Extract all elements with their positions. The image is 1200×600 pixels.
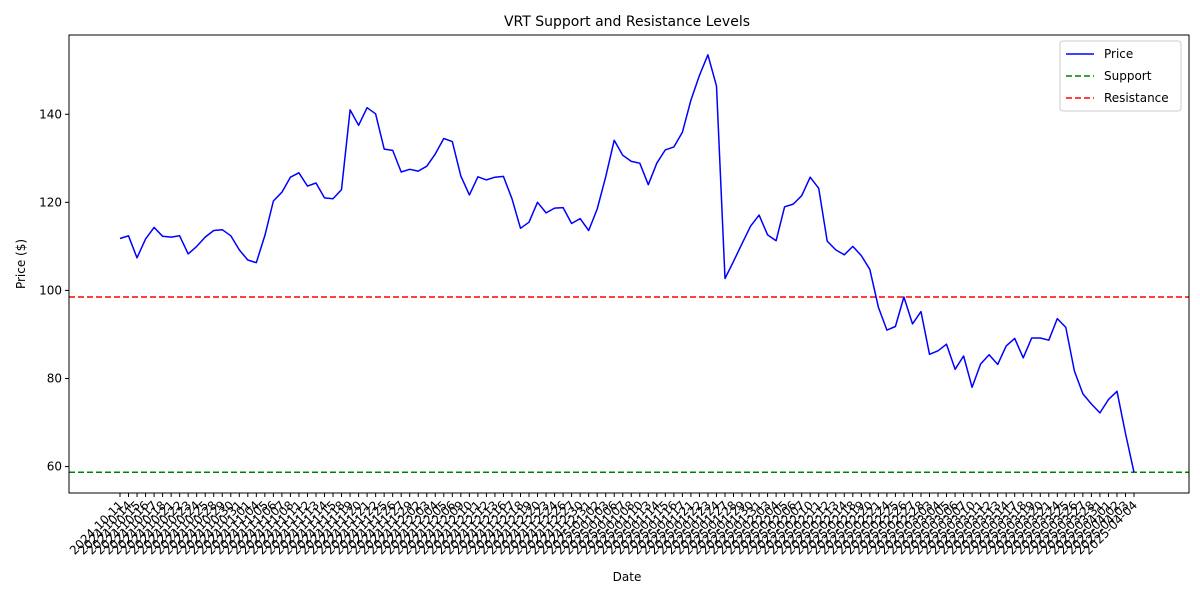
- x-axis-ticks: 2024-10-112024-10-142024-10-152024-10-16…: [67, 493, 1140, 557]
- y-tick-label: 120: [39, 195, 62, 209]
- y-axis-ticks: 60 80 100 120 140: [39, 107, 69, 474]
- plot-area: [68, 34, 1190, 494]
- series-line-price: [119, 54, 1135, 473]
- reference-lines: [69, 296, 1189, 474]
- y-tick-label: 80: [47, 372, 62, 386]
- y-axis-label: Price ($): [14, 239, 28, 289]
- plot-frame: [68, 34, 1190, 494]
- series-lines: [119, 54, 1135, 473]
- legend-label-resistance: Resistance: [1104, 91, 1169, 105]
- legend-label-price: Price: [1104, 47, 1133, 61]
- x-axis-label: Date: [613, 570, 642, 584]
- legend-frame: [1059, 40, 1182, 112]
- y-tick-label: 60: [47, 460, 62, 474]
- chart-title: VRT Support and Resistance Levels: [504, 14, 750, 30]
- legend-label-support: Support: [1104, 69, 1152, 83]
- y-tick-label: 140: [39, 107, 62, 121]
- legend: Price Support Resistance: [1059, 40, 1182, 112]
- y-tick-label: 100: [39, 283, 62, 297]
